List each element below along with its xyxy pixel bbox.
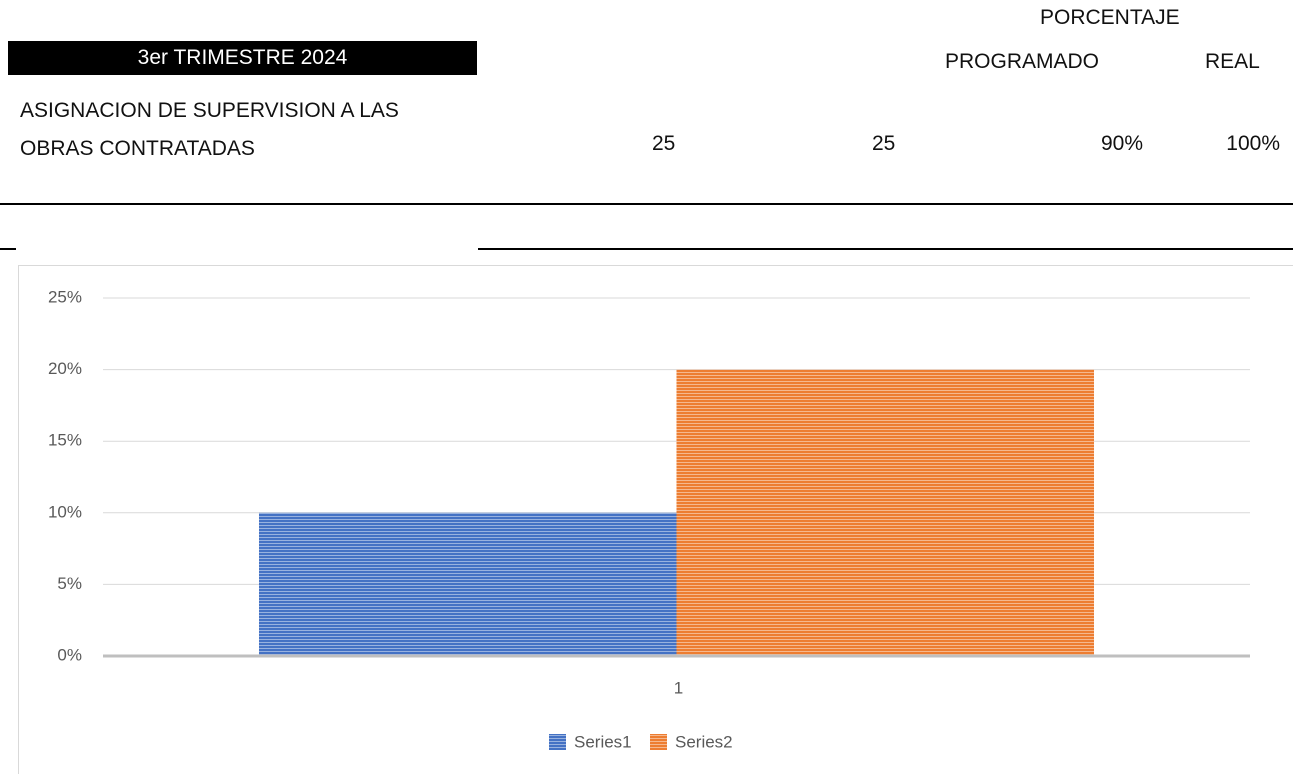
legend-swatch bbox=[650, 734, 667, 750]
y-tick-label: 10% bbox=[48, 502, 82, 521]
y-tick-label: 5% bbox=[57, 574, 82, 593]
legend-label: Series1 bbox=[574, 732, 632, 751]
chart: 0% 5% 10% 15% 20% 25% 1 Series1 Series2 bbox=[0, 0, 1293, 774]
legend-swatch bbox=[549, 734, 566, 750]
y-tick-label: 0% bbox=[57, 645, 82, 664]
bar bbox=[259, 513, 677, 656]
x-tick-label: 1 bbox=[674, 678, 683, 697]
y-tick-label: 15% bbox=[48, 431, 82, 450]
legend-label: Series2 bbox=[675, 732, 733, 751]
bar bbox=[677, 370, 1095, 656]
y-tick-label: 25% bbox=[48, 287, 82, 306]
page: {"header": {"period": "3er TRIMESTRE 202… bbox=[0, 0, 1293, 774]
y-tick-label: 20% bbox=[48, 359, 82, 378]
